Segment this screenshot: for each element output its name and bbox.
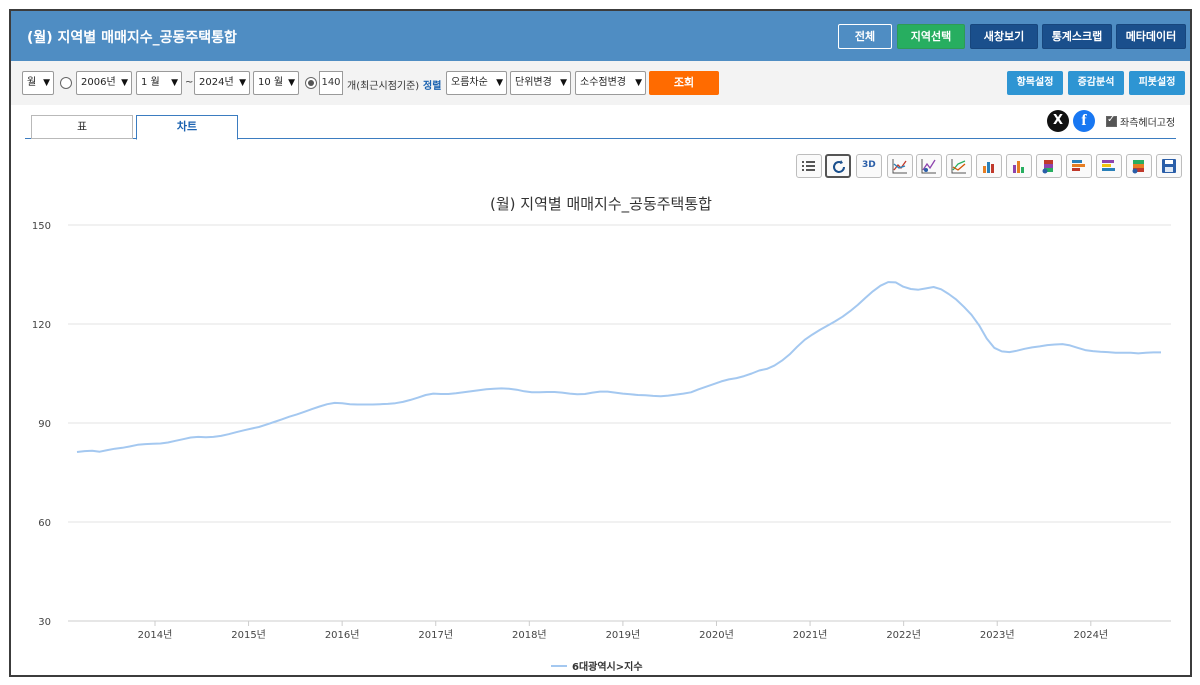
item-settings-button[interactable]: 항목설정: [1007, 71, 1063, 95]
page-title: (월) 지역별 매매지수_공동주택통합: [27, 30, 237, 46]
x-share-icon[interactable]: X: [1047, 110, 1069, 132]
x-tick-label: 2014년: [138, 629, 173, 641]
stacked-bar-icon[interactable]: [1036, 154, 1062, 178]
line-chart-alt-icon[interactable]: [916, 154, 942, 178]
x-tick-label: 2022년: [886, 629, 921, 641]
bar-chart-icon[interactable]: [976, 154, 1002, 178]
legend-label[interactable]: 6대광역시>지수: [572, 660, 643, 673]
chevron-down-icon: ▼: [560, 78, 567, 88]
chart-legend[interactable]: 6대광역시>지수: [551, 660, 643, 673]
window-frame: (월) 지역별 매매지수_공동주택통합 전체 지역선택 새창보기 통계스크랩 메…: [9, 9, 1192, 677]
start-year-select[interactable]: 2006년 ▼: [76, 71, 132, 95]
x-tick-label: 2021년: [793, 629, 828, 641]
decimal-change-select[interactable]: 소수점변경 ▼: [575, 71, 646, 95]
x-tick-label: 2018년: [512, 629, 547, 641]
fix-header-label: 좌측헤더고정: [1120, 118, 1176, 129]
pivot-settings-button[interactable]: 피봇설정: [1129, 71, 1185, 95]
chevron-down-icon: ▼: [121, 78, 128, 88]
header-bar: (월) 지역별 매매지수_공동주택통합 전체 지역선택 새창보기 통계스크랩 메…: [11, 11, 1190, 61]
chevron-down-icon: ▼: [43, 78, 50, 88]
facebook-share-icon[interactable]: f: [1073, 110, 1095, 132]
hbar-chart-icon[interactable]: [1066, 154, 1092, 178]
recent-count-radio[interactable]: [305, 77, 317, 89]
fix-header-checkbox[interactable]: [1106, 114, 1117, 127]
y-tick-label: 150: [32, 221, 51, 232]
chevron-down-icon: ▼: [288, 78, 295, 88]
chevron-down-icon: ▼: [239, 78, 246, 88]
bar-chart-alt-icon[interactable]: [1006, 154, 1032, 178]
save-icon[interactable]: [1156, 154, 1182, 178]
list-icon[interactable]: [796, 154, 822, 178]
chart-grid: [68, 224, 1171, 622]
period-unit-select[interactable]: 월 ▼: [22, 71, 54, 95]
y-tick-label: 120: [32, 320, 51, 331]
recent-count-input[interactable]: 140: [319, 71, 343, 95]
chevron-down-icon: ▼: [635, 78, 642, 88]
x-tick-label: 2017년: [418, 629, 453, 641]
sort-link[interactable]: 정렬: [423, 81, 442, 92]
3d-button[interactable]: 3D: [856, 154, 882, 178]
unit-change-select[interactable]: 단위변경 ▼: [510, 71, 571, 95]
x-tick-label: 2024년: [1073, 629, 1108, 641]
end-year-select[interactable]: 2024년 ▼: [194, 71, 250, 95]
metadata-button[interactable]: 메타데이터: [1116, 24, 1186, 49]
tab-underline: [25, 138, 1176, 139]
new-window-button[interactable]: 새창보기: [970, 24, 1038, 49]
chevron-down-icon: ▼: [496, 78, 503, 88]
x-axis: 2014년 2015년 2016년 2017년 2018년 2019년 2020년 2021년…: [68, 620, 1171, 641]
line-chart-icon[interactable]: [887, 154, 913, 178]
region-select-button[interactable]: 지역선택: [897, 24, 965, 49]
hbar-chart-alt-icon[interactable]: [1096, 154, 1122, 178]
query-toolbar: 월 ▼ 2006년 ▼ 1 월 ▼ ~ 2024년 ▼ 10 월 ▼ 140 개(최근시점…: [11, 61, 1190, 105]
period-range-radio[interactable]: [60, 77, 72, 89]
y-tick-label: 60: [38, 518, 51, 529]
sort-order-select[interactable]: 오름차순 ▼: [446, 71, 507, 95]
y-tick-label: 90: [38, 419, 51, 430]
chart-title: (월) 지역별 매매지수_공동주택통합: [490, 195, 712, 214]
series-lines: [76, 281, 1161, 453]
stacked-hbar-icon[interactable]: [1126, 154, 1152, 178]
end-month-select[interactable]: 10 월 ▼: [253, 71, 299, 95]
search-button[interactable]: 조회: [649, 71, 719, 95]
x-tick-label: 2023년: [980, 629, 1015, 641]
x-tick-label: 2015년: [231, 629, 266, 641]
series-line[interactable]: [76, 281, 1161, 453]
all-button[interactable]: 전체: [838, 24, 892, 49]
chevron-down-icon: ▼: [171, 78, 178, 88]
count-label: 개(최근시점기준): [347, 81, 420, 92]
y-axis: 150 120 90 60 30: [32, 221, 51, 628]
start-month-select[interactable]: 1 월 ▼: [136, 71, 182, 95]
stat-scrap-button[interactable]: 통계스크랩: [1042, 24, 1112, 49]
tab-table[interactable]: 표: [31, 115, 133, 139]
change-analysis-button[interactable]: 증감분석: [1068, 71, 1124, 95]
tab-chart[interactable]: 차트: [136, 115, 238, 140]
y-tick-label: 30: [38, 617, 51, 628]
x-tick-label: 2019년: [606, 629, 641, 641]
line-chart-multi-icon[interactable]: [946, 154, 972, 178]
x-tick-label: 2016년: [325, 629, 360, 641]
range-separator: ~: [185, 77, 194, 88]
refresh-icon[interactable]: [825, 154, 851, 178]
x-tick-label: 2020년: [699, 629, 734, 641]
